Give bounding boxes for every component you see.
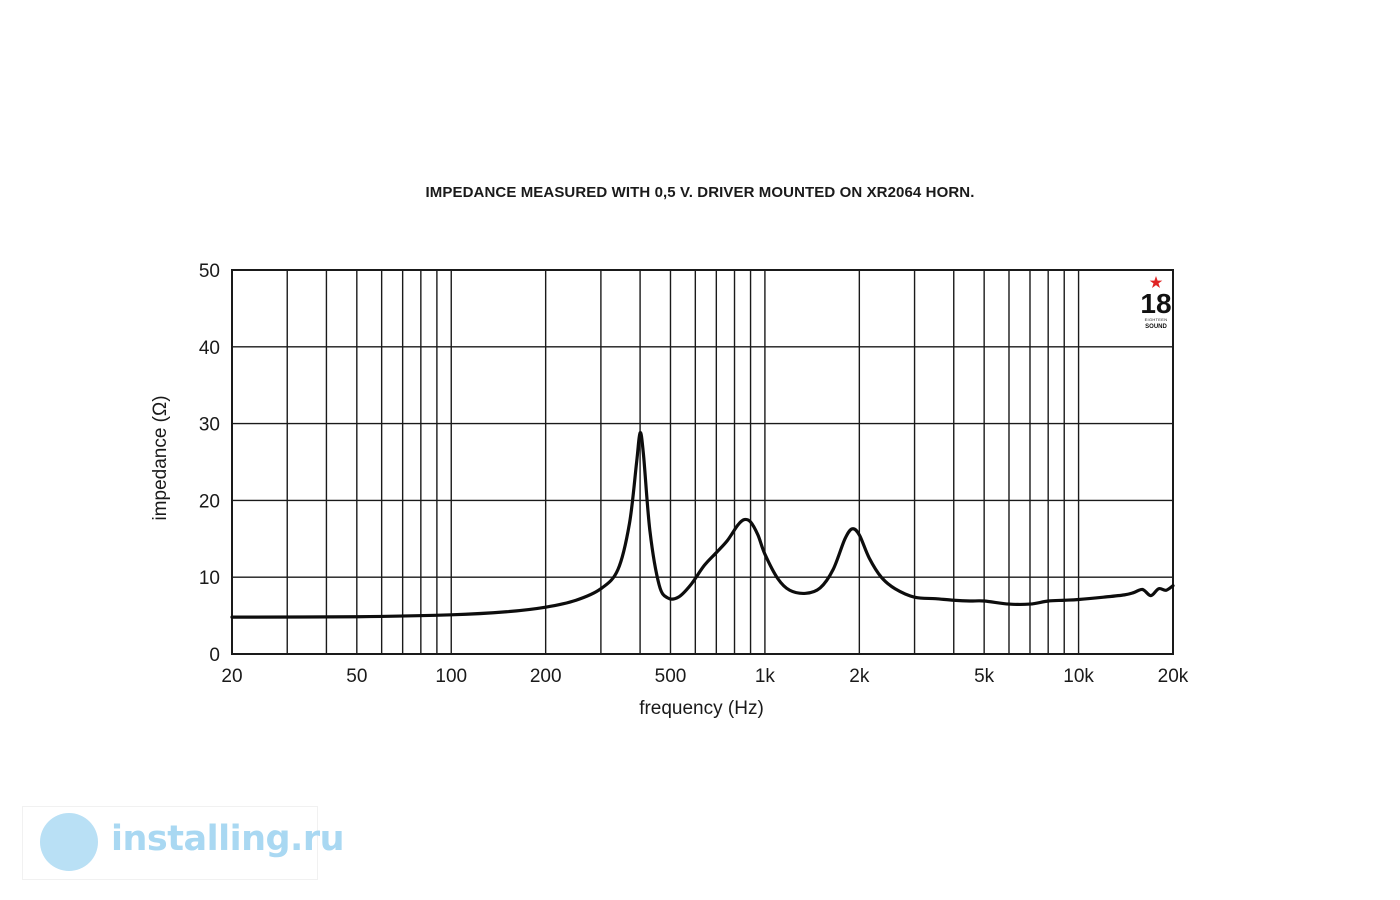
x-tick-label: 50 — [346, 666, 367, 687]
y-tick-label: 30 — [199, 415, 220, 436]
x-tick-label: 2k — [849, 666, 870, 687]
logo-line1: EIGHTEEN — [1145, 317, 1168, 322]
plot-frame — [231, 269, 1174, 655]
y-tick-label: 10 — [199, 568, 220, 589]
x-tick-label: 5k — [974, 666, 995, 687]
x-tick-label: 500 — [655, 666, 687, 687]
x-tick-label: 10k — [1063, 666, 1094, 687]
y-tick-label: 50 — [199, 261, 220, 282]
watermark-text: installing.ru — [111, 819, 345, 859]
y-tick-label: 0 — [209, 645, 220, 666]
watermark: installing.ru — [22, 806, 345, 880]
y-tick-label: 20 — [199, 491, 220, 512]
x-tick-label: 200 — [530, 666, 562, 687]
watermark-logo-icon — [40, 813, 98, 871]
logo-number: 18 — [1140, 288, 1171, 319]
star-icon — [1149, 276, 1163, 288]
grid — [232, 270, 1173, 654]
x-axis-label: frequency (Hz) — [639, 698, 764, 719]
series-line — [230, 431, 1175, 619]
x-tick-label: 20 — [221, 666, 242, 687]
x-tick-label: 1k — [755, 666, 776, 687]
eighteen-sound-logo: 18 EIGHTEEN SOUND — [1140, 276, 1172, 330]
x-tick-label: 20k — [1158, 666, 1189, 687]
tick-labels: 0 10 20 30 40 50 20 50 100 200 500 1k 2k 5k 10k 20k — [199, 261, 1189, 687]
y-tick-label: 40 — [199, 338, 220, 359]
logo-line2: SOUND — [1145, 324, 1167, 330]
y-axis-label: impedance (Ω) — [150, 395, 171, 520]
chart-title: IMPEDANCE MEASURED WITH 0,5 V. DRIVER MO… — [425, 184, 975, 201]
x-tick-label: 100 — [435, 666, 467, 687]
